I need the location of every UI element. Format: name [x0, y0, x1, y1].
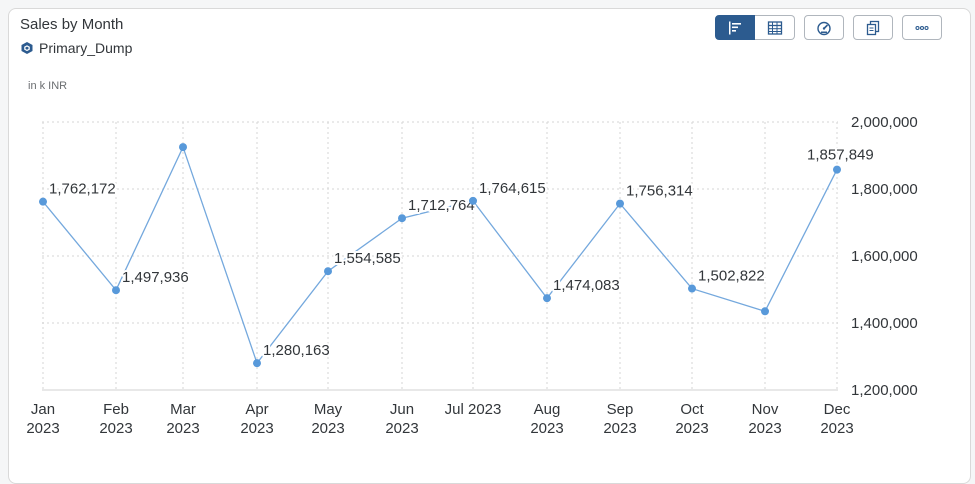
data-label: 1,712,764	[408, 197, 475, 214]
x-tick-label-year: 2023	[603, 420, 636, 437]
more-icon	[915, 25, 929, 30]
view-toggle	[715, 15, 795, 40]
x-tick-label-year: 2023	[99, 420, 132, 437]
chart-view-button[interactable]	[715, 15, 755, 40]
x-tick-label-year: 2023	[530, 420, 563, 437]
chart-card	[8, 8, 971, 484]
x-tick-label: Feb	[103, 401, 129, 418]
chart-toolbar	[715, 15, 942, 40]
x-tick-label-year: 2023	[385, 420, 418, 437]
data-point	[543, 294, 551, 303]
x-tick-label: Nov	[752, 401, 779, 418]
x-tick-label: Apr	[245, 401, 268, 418]
data-point	[469, 196, 477, 205]
data-point	[398, 214, 406, 223]
data-point	[616, 199, 624, 208]
series-line	[42, 145, 838, 365]
gauge-icon	[817, 21, 831, 35]
y-tick-label: 1,200,000	[851, 382, 918, 399]
x-tick-label-year: 2023	[240, 420, 273, 437]
data-point	[324, 267, 332, 276]
x-tick-label-year: 2023	[166, 420, 199, 437]
y-tick-label: 1,400,000	[851, 315, 918, 332]
data-label: 1,474,083	[553, 277, 620, 294]
data-point	[833, 165, 841, 174]
copy-icon	[866, 20, 880, 35]
data-point	[688, 284, 696, 293]
chart-title: Sales by Month	[20, 16, 124, 33]
x-tick-label: Sep	[607, 401, 634, 418]
data-label: 1,756,314	[626, 183, 693, 200]
y-tick-label: 1,800,000	[851, 181, 918, 198]
data-label: 1,497,936	[122, 269, 189, 286]
data-point	[112, 286, 120, 295]
x-tick-label: Aug	[534, 401, 561, 418]
x-tick-label-year: 2023	[748, 420, 781, 437]
data-point	[179, 143, 187, 152]
data-label: 1,762,172	[49, 181, 116, 198]
bar-chart-icon	[729, 21, 741, 34]
x-tick-label: Jun	[390, 401, 414, 418]
x-tick-label: May	[314, 401, 343, 418]
data-label: 1,764,615	[479, 180, 546, 197]
data-label: 1,857,849	[807, 147, 874, 164]
data-point	[39, 197, 47, 206]
x-tick-label: Mar	[170, 401, 196, 418]
data-source-label: Primary_Dump	[39, 40, 133, 56]
data-source[interactable]: Primary_Dump	[20, 40, 132, 56]
insights-button[interactable]	[804, 15, 844, 40]
y-tick-label: 1,600,000	[851, 248, 918, 265]
x-tick-label: Oct	[680, 401, 704, 418]
x-tick-label-year: 2023	[311, 420, 344, 437]
data-point	[253, 359, 261, 368]
table-icon	[767, 20, 782, 35]
data-label: 1,280,163	[263, 342, 330, 359]
x-tick-label-year: 2023	[675, 420, 708, 437]
x-tick-label: Jan	[31, 401, 55, 418]
data-label: 1,502,822	[698, 268, 765, 285]
data-point	[761, 307, 769, 316]
table-view-button[interactable]	[755, 15, 795, 40]
x-tick-label-year: 2023	[26, 420, 59, 437]
more-button[interactable]	[902, 15, 942, 40]
data-label: 1,554,585	[334, 250, 401, 267]
y-tick-label: 2,000,000	[851, 114, 918, 131]
x-tick-label: Jul 2023	[445, 401, 502, 418]
x-tick-label: Dec	[824, 401, 851, 418]
model-cube-icon	[21, 42, 33, 54]
copy-button[interactable]	[853, 15, 893, 40]
unit-label: in k INR	[28, 80, 68, 92]
x-tick-label-year: 2023	[820, 420, 853, 437]
